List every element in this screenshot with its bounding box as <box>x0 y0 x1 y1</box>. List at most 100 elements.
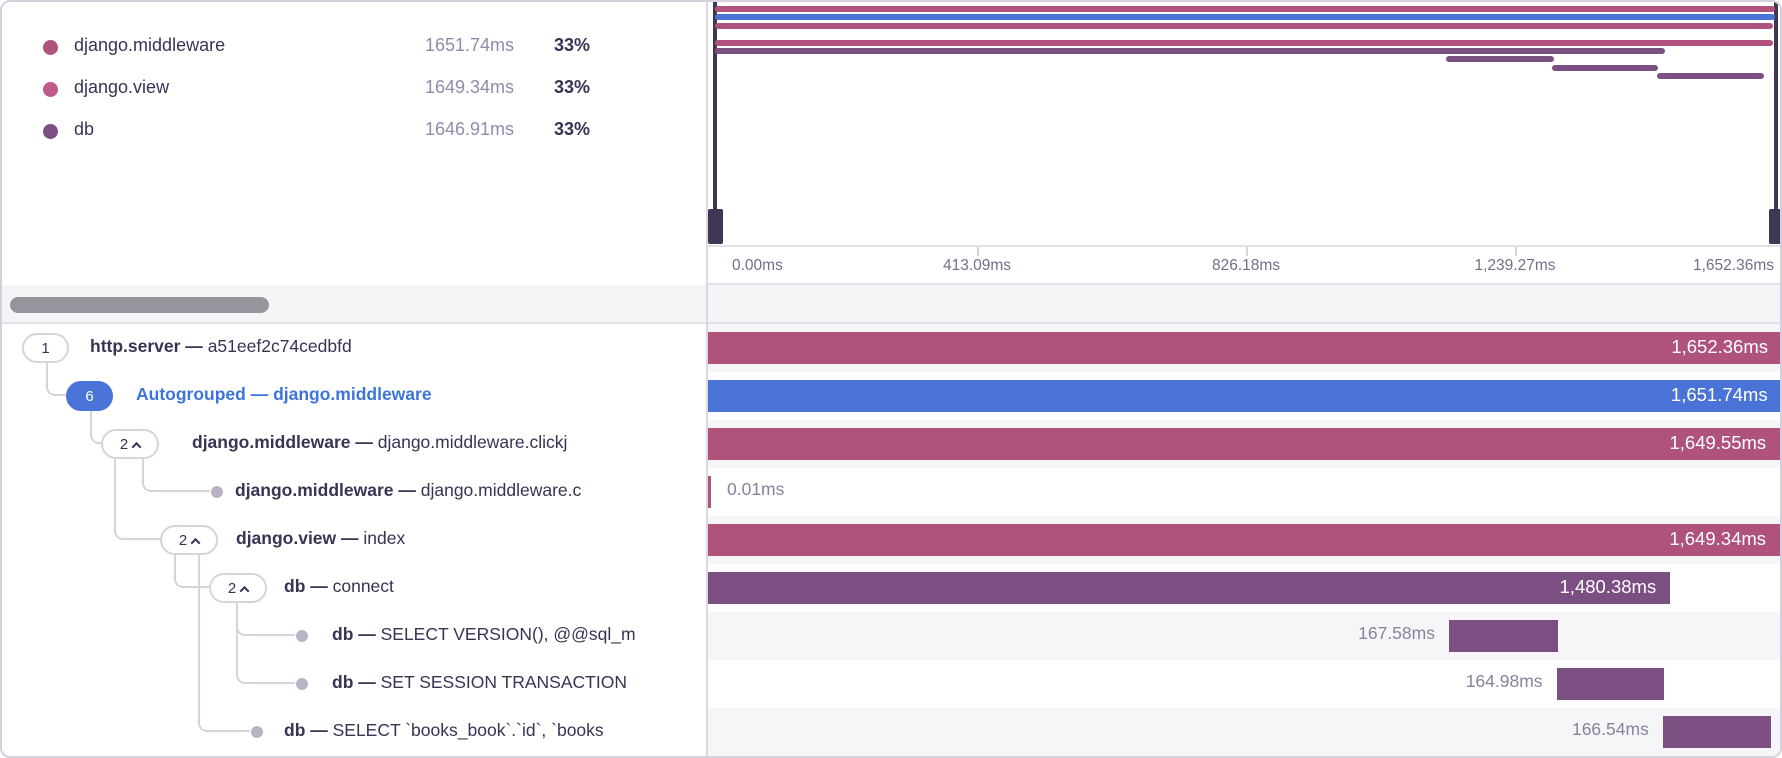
span-duration-label: 167.58ms <box>1358 623 1435 643</box>
span-duration-bar[interactable] <box>1448 620 1558 652</box>
chevron-up-icon <box>190 537 201 548</box>
span-duration-row[interactable]: 1,649.34ms <box>708 516 1780 564</box>
span-duration-label: 1,649.55ms <box>1669 432 1767 453</box>
span-duration-row[interactable]: 1,652.36ms <box>708 324 1780 372</box>
legend-item: django.middleware 1651.74ms 33% <box>2 26 706 68</box>
span-tree-row[interactable]: db — SET SESSION TRANSACTION <box>2 660 706 708</box>
span-description: SET SESSION TRANSACTION <box>380 672 627 692</box>
span-count-badge[interactable]: 1 <box>22 333 69 363</box>
tree-connector-line <box>90 411 101 444</box>
span-description: django.middleware.c <box>420 480 582 500</box>
span-label: db — SELECT VERSION(), @@sql_m <box>332 624 636 645</box>
span-duration-label: 1,651.74ms <box>1670 384 1768 405</box>
span-op: db — <box>284 720 333 740</box>
span-count-badge[interactable]: 6 <box>66 381 113 411</box>
span-tree-row[interactable]: 2 django.view — index <box>2 516 706 564</box>
tree-connector-line <box>46 363 66 396</box>
panel-divider[interactable] <box>706 2 708 756</box>
axis-tick-label: 0.00ms <box>732 257 783 274</box>
minimap-left-handle-line[interactable] <box>713 2 717 209</box>
span-duration-bar[interactable]: 1,652.36ms <box>708 332 1780 364</box>
span-duration-bar[interactable]: 1,649.34ms <box>708 524 1780 556</box>
span-duration-row[interactable]: 1,651.74ms <box>708 372 1780 420</box>
minimap-span-bar <box>715 6 1775 12</box>
horizontal-scrollbar-thumb[interactable] <box>10 297 269 313</box>
time-axis: 0.00ms 413.09ms 826.18ms 1,239.27ms 1,652.36… <box>708 245 1780 285</box>
span-tree-row[interactable]: db — SELECT VERSION(), @@sql_m <box>2 612 706 660</box>
span-tree-row[interactable]: 2 django.middleware — django.middleware.c… <box>2 420 706 468</box>
legend-op-name: django.middleware <box>74 35 226 55</box>
span-duration-bar[interactable] <box>1662 716 1772 748</box>
minimap-right-handle-line[interactable] <box>1774 2 1778 209</box>
span-count-collapse-button[interactable]: 2 <box>209 573 267 603</box>
span-duration-row[interactable]: 0.01ms <box>708 468 1780 516</box>
span-duration-bar[interactable]: 1,480.38ms <box>708 572 1671 604</box>
minimap-span-bar <box>1657 73 1765 80</box>
span-duration-label: 164.98ms <box>1465 671 1543 691</box>
span-count-collapse-button[interactable]: 2 <box>101 429 159 459</box>
span-duration-row[interactable]: 164.98ms <box>708 660 1780 708</box>
span-tree-row[interactable]: 1 http.server — a51eef2c74cedbfd <box>2 324 706 372</box>
legend-op-percent: 33% <box>553 35 590 55</box>
span-duration-row[interactable]: 1,649.55ms <box>708 420 1780 468</box>
span-op: django.middleware — <box>192 432 378 452</box>
span-label: django.view — index <box>236 528 405 549</box>
span-duration-bar[interactable]: 1,649.55ms <box>708 428 1780 460</box>
span-op: django.view — <box>236 528 364 548</box>
span-label: django.middleware — django.middleware.cl… <box>192 432 567 453</box>
span-label: Autogrouped — django.middleware <box>136 384 432 405</box>
span-duration-row[interactable]: 1,480.38ms <box>708 564 1780 612</box>
legend-op-duration: 1651.74ms <box>424 35 514 55</box>
legend-color-dot-icon <box>43 40 58 55</box>
minimap-span-bar <box>715 22 1774 29</box>
span-count: 1 <box>41 339 50 357</box>
span-duration-row[interactable]: 166.54ms <box>708 708 1780 756</box>
axis-tick-mark <box>1246 247 1248 256</box>
span-duration-bar[interactable]: 1,651.74ms <box>708 380 1780 412</box>
leaf-span-dot-icon <box>296 678 308 690</box>
tree-connector-line <box>174 555 209 588</box>
span-duration-label: 1,652.36ms <box>1671 336 1768 357</box>
span-duration-bar[interactable] <box>1556 668 1664 700</box>
span-tree-row[interactable]: db — SELECT `books_book`.`id`, `books <box>2 708 706 756</box>
minimap-left-handle[interactable] <box>708 209 723 244</box>
tree-connector-line <box>142 459 210 492</box>
minimap-span-bar <box>1552 64 1659 71</box>
span-duration-label: 0.01ms <box>727 479 785 499</box>
minimap-right-handle[interactable] <box>1769 209 1780 244</box>
span-count-collapse-button[interactable]: 2 <box>160 525 218 555</box>
span-duration-label: 1,649.34ms <box>1669 528 1767 549</box>
span-duration-row[interactable]: 167.58ms <box>708 612 1780 660</box>
minimap-span-bar <box>715 48 1665 54</box>
span-count: 2 <box>178 531 188 549</box>
span-tree-row[interactable]: django.middleware — django.middleware.c <box>2 468 706 516</box>
span-label: db — connect <box>284 576 394 597</box>
horizontal-scrollbar-track[interactable] <box>2 285 1780 324</box>
legend-color-dot-icon <box>43 82 58 97</box>
leaf-span-dot-icon <box>211 486 223 498</box>
span-duration-label: 166.54ms <box>1571 719 1649 739</box>
span-count: 2 <box>119 435 129 453</box>
legend-op-duration: 1649.34ms <box>424 77 514 97</box>
minimap-span-bar <box>715 14 1775 21</box>
legend-op-percent: 33% <box>553 119 590 139</box>
legend-op-duration: 1646.91ms <box>424 119 514 139</box>
span-duration-bar[interactable] <box>708 476 711 508</box>
axis-tick-mark <box>977 247 979 256</box>
span-tree-row[interactable]: 2 db — connect <box>2 564 706 612</box>
span-count: 2 <box>227 579 237 597</box>
span-tree-row[interactable]: 6 Autogrouped — django.middleware <box>2 372 706 420</box>
chevron-up-icon <box>131 441 142 452</box>
span-op: Autogrouped — <box>136 384 274 404</box>
span-description: a51eef2c74cedbfd <box>207 336 352 356</box>
axis-tick-label: 413.09ms <box>942 257 1012 274</box>
minimap-span-bar <box>1446 56 1554 63</box>
leaf-span-dot-icon <box>296 630 308 642</box>
legend-op-percent: 33% <box>553 77 590 97</box>
span-description: SELECT `books_book`.`id`, `books <box>332 720 604 740</box>
tree-connector-line <box>114 459 160 540</box>
legend-op-name: db <box>74 119 95 139</box>
trace-minimap[interactable] <box>708 2 1780 245</box>
legend-op-name: django.view <box>74 77 170 97</box>
